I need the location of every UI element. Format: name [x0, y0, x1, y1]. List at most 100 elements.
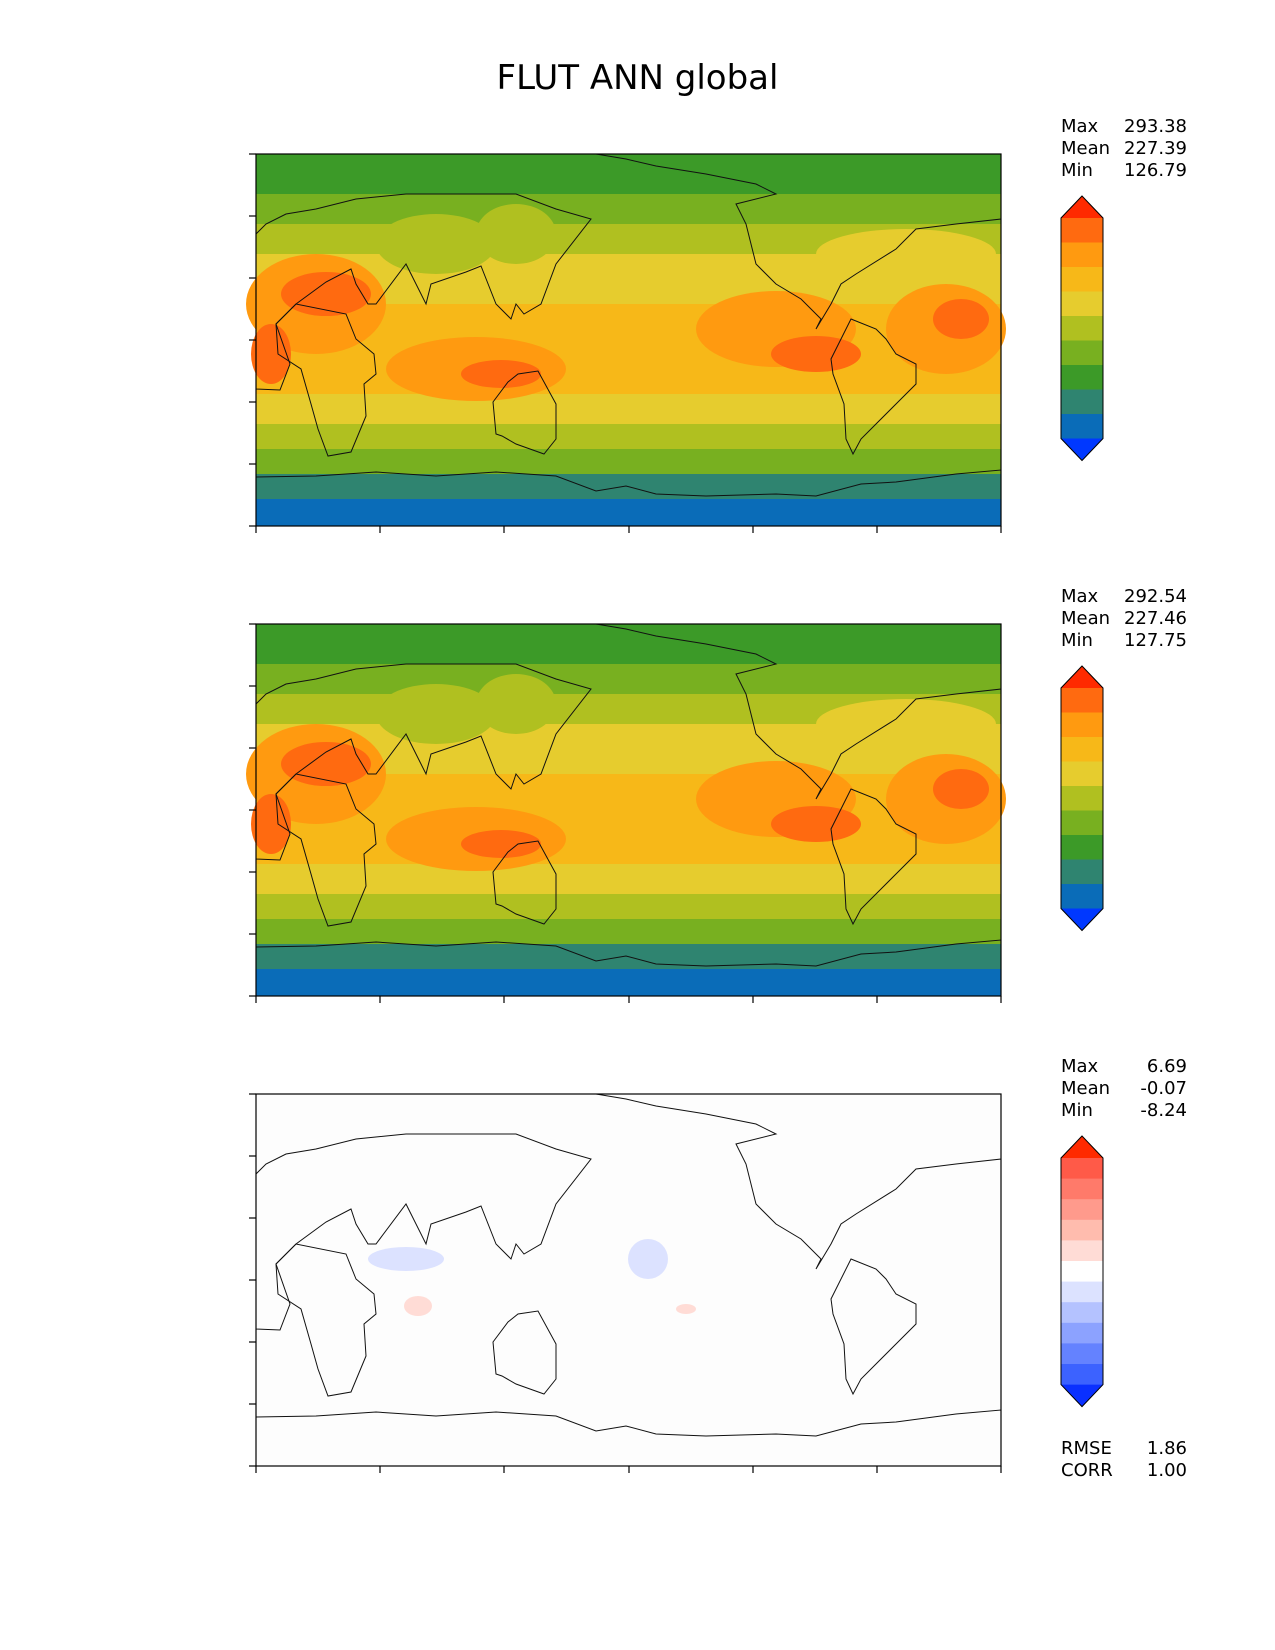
- map-0: [246, 153, 1006, 527]
- metric-row: RMSE 1.86: [1061, 1438, 1187, 1460]
- coastline: [492, 1310, 557, 1395]
- colorbar-swatch: [1061, 291, 1103, 317]
- lat-tick-mark: [249, 1093, 256, 1095]
- colorbar-extend-max: [1061, 666, 1103, 688]
- colorbar-swatch: [1061, 1302, 1103, 1324]
- stat-label: Mean: [1061, 1078, 1111, 1099]
- lat-tick-mark: [249, 277, 256, 279]
- metric-value: 1.00: [1146, 1460, 1187, 1481]
- colorbar-swatch: [1061, 1322, 1103, 1344]
- lat-tick-mark: [249, 933, 256, 935]
- stat-row: Mean 227.46: [1061, 608, 1187, 630]
- colorbar-extend-min: [1061, 908, 1103, 931]
- colorbar-swatch: [1061, 1240, 1103, 1262]
- lon-tick-mark: [876, 526, 878, 533]
- coastline: [255, 1133, 592, 1331]
- colorbar-swatch: [1061, 1158, 1103, 1180]
- lon-tick-mark: [255, 1466, 257, 1473]
- stat-row: Max 6.69: [1061, 1056, 1187, 1078]
- stat-label: Max: [1061, 586, 1099, 607]
- colorbar-swatch: [1061, 859, 1103, 885]
- colorbar-swatch: [1061, 688, 1103, 713]
- colorbar-swatch: [1061, 1281, 1103, 1303]
- stat-value: 127.75: [1124, 630, 1187, 651]
- coastline: [830, 1258, 917, 1396]
- figure-title: FLUT ANN global: [496, 58, 779, 98]
- map-2: [255, 1093, 1002, 1467]
- stat-row: Max 293.38: [1061, 116, 1187, 138]
- negative-anomaly-patch: [368, 1247, 444, 1271]
- lat-tick-mark: [249, 463, 256, 465]
- stat-label: Min: [1061, 630, 1093, 651]
- colorbar-extend-min: [1061, 438, 1103, 461]
- coastline: [595, 623, 1002, 800]
- lat-tick-mark: [249, 747, 256, 749]
- map-1: [246, 623, 1006, 997]
- coastline: [275, 773, 377, 927]
- coastline: [830, 788, 917, 926]
- metric-label: RMSE: [1061, 1438, 1112, 1459]
- coastline: [255, 663, 592, 861]
- stats-block: Max 292.54 Mean 227.46 Min 127.75: [1061, 586, 1187, 652]
- colorbar-swatch: [1061, 1199, 1103, 1221]
- lon-tick-mark: [876, 1466, 878, 1473]
- lat-tick-mark: [249, 153, 256, 155]
- colorbar-swatch: [1061, 389, 1103, 415]
- lat-tick-mark: [249, 623, 256, 625]
- colorbar-swatch: [1061, 835, 1103, 860]
- colorbar-swatch: [1061, 267, 1103, 292]
- lon-tick-mark: [627, 1466, 630, 1473]
- stats-block: Max 6.69 Mean -0.07 Min -8.24: [1061, 1056, 1187, 1122]
- lat-tick-mark: [249, 525, 256, 527]
- colorbar-swatch: [1061, 786, 1103, 811]
- lon-tick-mark: [752, 1466, 754, 1473]
- colorbar-swatch: [1061, 242, 1103, 268]
- lon-tick-mark: [503, 526, 505, 533]
- lon-tick-mark: [503, 1466, 505, 1473]
- stat-row: Min 127.75: [1061, 630, 1187, 652]
- stat-value: -8.24: [1140, 1100, 1187, 1121]
- colorbar-swatch: [1061, 1178, 1103, 1200]
- stat-row: Max 292.54: [1061, 586, 1187, 608]
- lon-tick-mark: [1000, 996, 1002, 1003]
- stat-label: Mean: [1061, 608, 1111, 629]
- lon-tick-mark: [627, 996, 630, 1003]
- metrics-block: RMSE 1.86 CORR 1.00: [1061, 1438, 1187, 1482]
- lat-tick-mark: [249, 1465, 256, 1467]
- lon-tick-mark: [255, 996, 257, 1003]
- colorbar-swatch: [1061, 1343, 1103, 1365]
- negative-anomaly-patch: [628, 1239, 668, 1279]
- colorbar-extend-min: [1061, 1384, 1103, 1407]
- colorbar-swatch: [1061, 316, 1103, 341]
- lon-tick-mark: [255, 526, 257, 533]
- colorbar-extend-max: [1061, 1136, 1103, 1158]
- stat-label: Mean: [1061, 138, 1111, 159]
- lon-tick-mark: [379, 996, 381, 1003]
- lat-tick-mark: [249, 995, 256, 997]
- coastline: [830, 318, 917, 456]
- colorbar-swatch: [1061, 810, 1103, 836]
- lat-tick-mark: [249, 1279, 256, 1281]
- colorbar: [1060, 665, 1104, 932]
- stat-label: Min: [1061, 160, 1093, 181]
- lat-tick-mark: [249, 685, 256, 687]
- positive-anomaly-patch: [404, 1296, 432, 1316]
- metric-row: CORR 1.00: [1061, 1460, 1187, 1482]
- lat-tick-mark: [249, 1217, 256, 1219]
- coastline: [275, 303, 377, 457]
- lat-tick-mark: [249, 401, 256, 403]
- colorbar-swatch: [1061, 1219, 1103, 1241]
- lon-tick-mark: [752, 526, 754, 533]
- stat-value: 126.79: [1124, 160, 1187, 181]
- coastline: [595, 1093, 1002, 1270]
- lon-tick-mark: [503, 996, 505, 1003]
- colorbar: [1060, 195, 1104, 462]
- stat-value: 292.54: [1124, 586, 1187, 607]
- lon-tick-mark: [876, 996, 878, 1003]
- stat-value: 293.38: [1124, 116, 1187, 137]
- stat-value: 227.46: [1124, 608, 1187, 629]
- lat-tick-mark: [249, 871, 256, 873]
- colorbar-swatch: [1061, 712, 1103, 738]
- lon-tick-mark: [627, 526, 630, 533]
- lat-tick-mark: [249, 809, 256, 811]
